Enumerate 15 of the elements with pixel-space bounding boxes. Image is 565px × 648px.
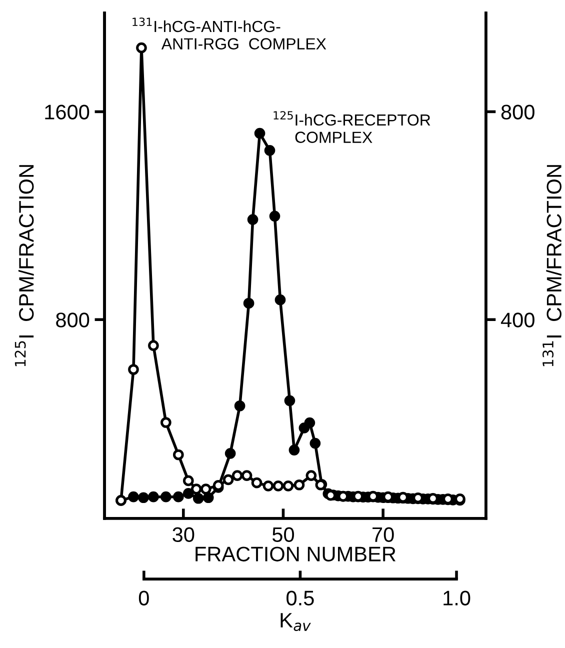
y2-axis-title: $^{131}$I CPM/FRACTION <box>542 165 562 366</box>
x-tick-label: 70 <box>372 527 394 542</box>
x2-tick-label: 1.0 <box>444 590 470 606</box>
annotation: $^{125}$I-hCG-RECEPTOR COMPLEX <box>274 111 430 143</box>
x-tick-label: 50 <box>272 527 294 542</box>
annotation: $^{131}$I-hCG-ANTI-hCG- ANTI-RGG COMPLEX <box>132 18 326 50</box>
x2-tick-label: 0.5 <box>286 590 314 606</box>
y-axis-title: $^{125}$I CPM/FRACTION <box>14 165 34 366</box>
x2-axis-title: K$_{av}$ <box>280 613 311 632</box>
y2-tick-label: 800 <box>501 104 534 120</box>
y2-tick-label: 400 <box>500 312 534 328</box>
x-tick-label: 30 <box>172 527 194 542</box>
x2-tick-label: 0 <box>138 590 149 606</box>
x-axis-title: FRACTION NUMBER <box>196 546 396 562</box>
y-tick-label: 1600 <box>45 104 90 120</box>
